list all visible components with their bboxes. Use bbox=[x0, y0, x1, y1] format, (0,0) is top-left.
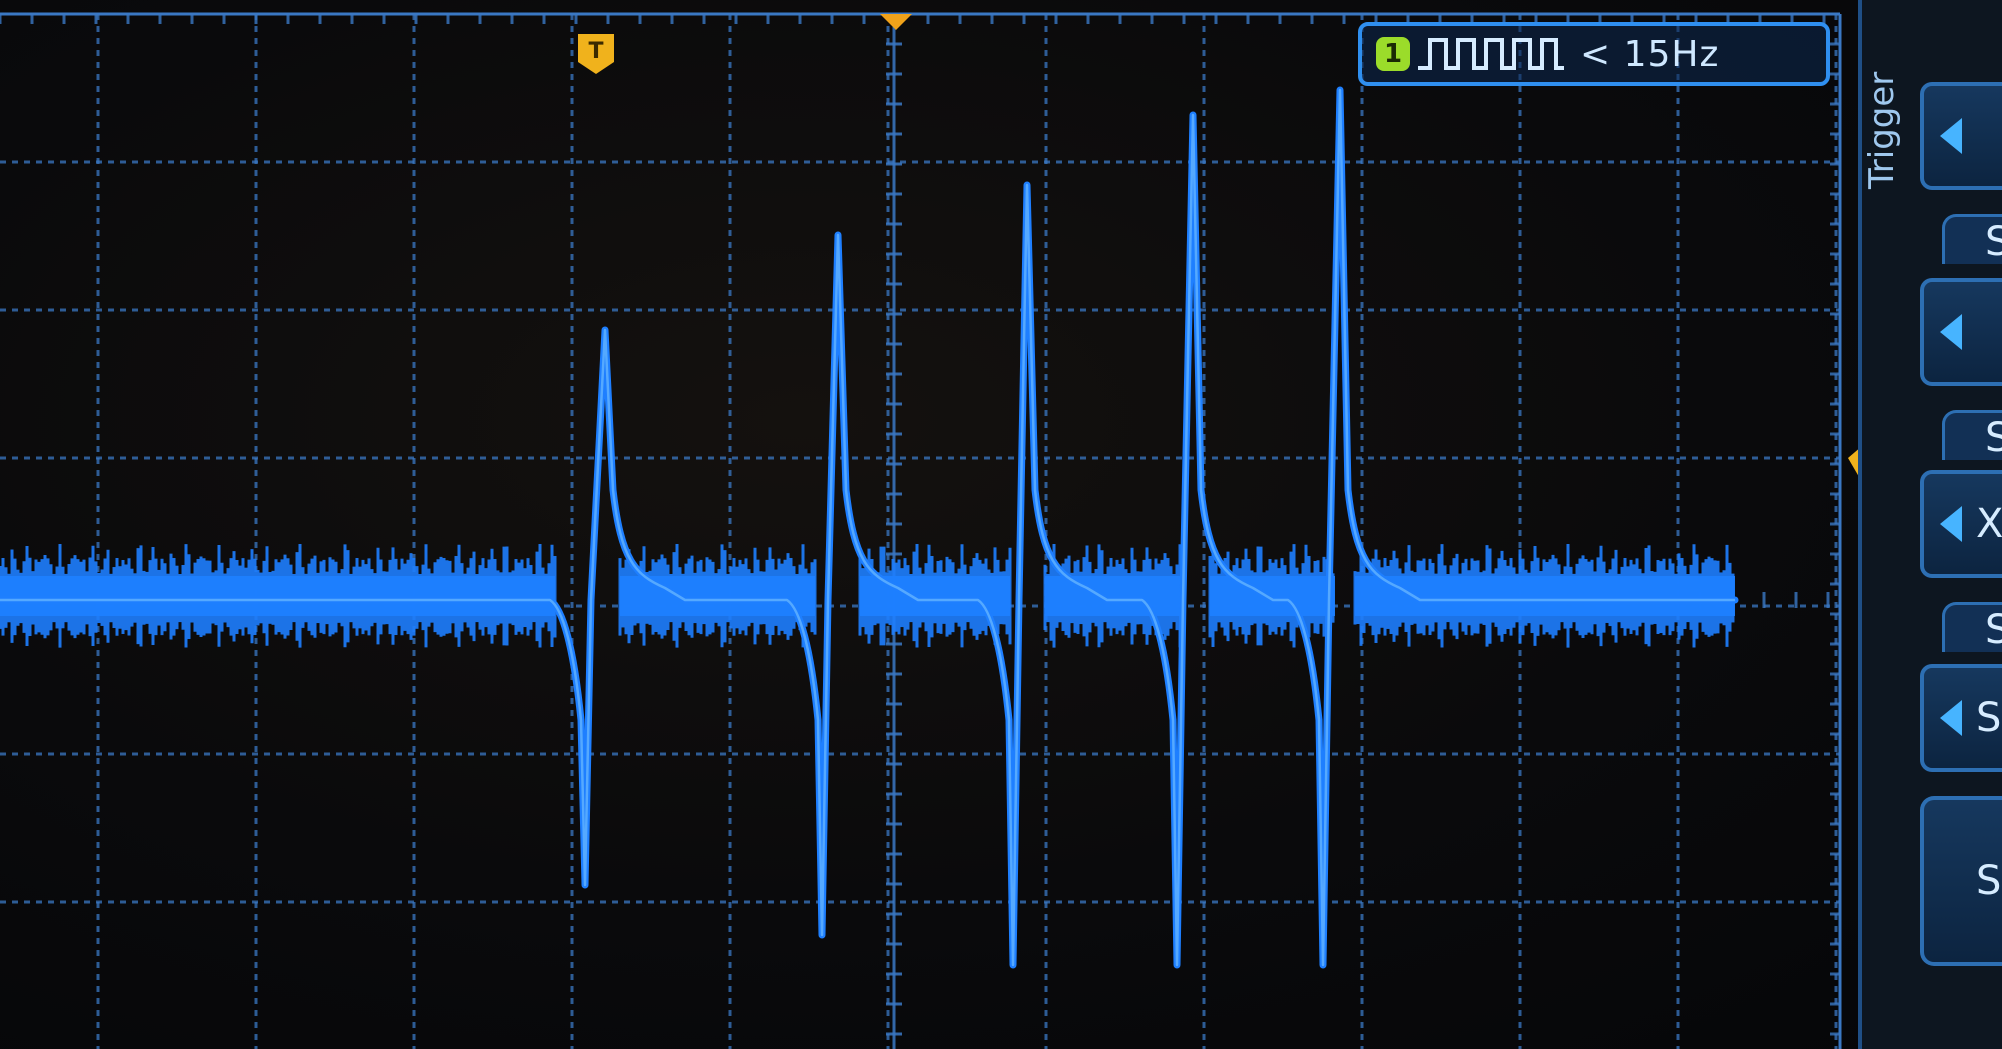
noise-band-core bbox=[0, 576, 555, 616]
trigger-softkey-5[interactable]: S bbox=[1920, 796, 2002, 966]
pulse-train-icon bbox=[1418, 38, 1564, 70]
softkey-4-label: S bbox=[1976, 695, 2002, 741]
trigger-menu-title: Trigger bbox=[1862, 71, 1902, 189]
frequency-value: < 15Hz bbox=[1580, 33, 1720, 75]
graticule bbox=[0, 12, 1842, 1049]
signal-trace-glow bbox=[0, 88, 1735, 967]
frequency-readout[interactable]: 1 < 15Hz bbox=[1358, 22, 1830, 86]
trigger-time-marker-label: T bbox=[588, 39, 603, 64]
trigger-softkey-4[interactable]: S bbox=[1920, 664, 2002, 772]
baseline-noise-band bbox=[0, 544, 1735, 648]
softkey-4-header: S bbox=[1942, 602, 2002, 653]
left-arrow-icon bbox=[1940, 118, 1962, 154]
trigger-time-marker[interactable]: T bbox=[578, 34, 614, 74]
trigger-softkey-3[interactable]: X bbox=[1920, 470, 2002, 578]
trigger-level-marker[interactable]: T bbox=[1848, 446, 1860, 482]
signal-trace bbox=[0, 86, 1739, 969]
left-arrow-icon bbox=[1940, 314, 1962, 350]
softkey-3-label: X bbox=[1976, 501, 2002, 547]
channel-badge: 1 bbox=[1376, 37, 1410, 71]
trigger-softkey-1[interactable] bbox=[1920, 82, 2002, 190]
left-arrow-icon bbox=[1940, 506, 1962, 542]
center-axis-lines bbox=[0, 12, 1840, 1049]
noise-band-core bbox=[1045, 576, 1185, 616]
waveform-plot: T T bbox=[0, 12, 1860, 1049]
trigger-position-marker[interactable] bbox=[880, 14, 912, 30]
softkey-3-header: S bbox=[1942, 410, 2002, 461]
left-arrow-icon bbox=[1940, 700, 1962, 736]
softkey-5-label: S bbox=[1976, 858, 2002, 904]
trigger-softkey-2[interactable] bbox=[1920, 278, 2002, 386]
softkey-2-header: S bbox=[1942, 214, 2002, 265]
